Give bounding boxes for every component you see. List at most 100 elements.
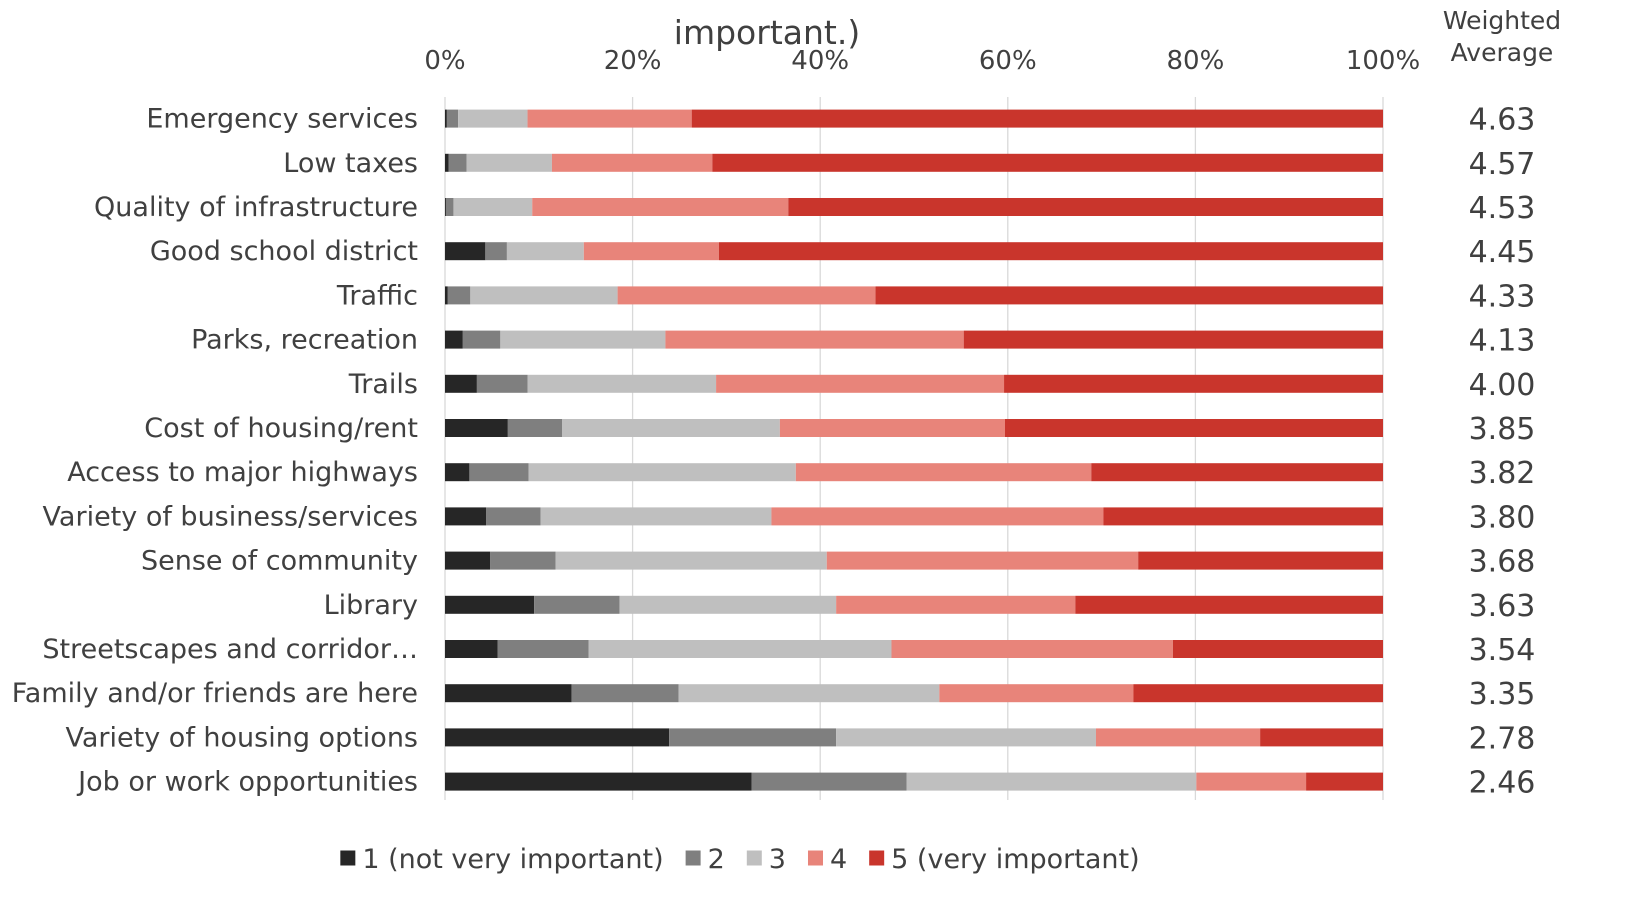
- bar-segment-3: [528, 463, 796, 482]
- category-label: Family and/or friends are here: [12, 678, 418, 709]
- bar-segment-2: [476, 374, 528, 393]
- bar-segment-1: [445, 595, 535, 614]
- x-tick-label: 0%: [424, 46, 465, 76]
- legend-label: 2: [708, 844, 725, 875]
- weighted-average-value: 2.46: [1469, 766, 1536, 801]
- bar-segment-5: [1075, 595, 1383, 614]
- bar-segment-1: [445, 330, 463, 349]
- bar-segment-2: [447, 286, 471, 305]
- bar-segment-3: [527, 374, 717, 393]
- bar-segment-3: [540, 507, 772, 526]
- bar-segment-5: [1172, 640, 1383, 658]
- category-label: Streetscapes and corridor…: [42, 634, 418, 665]
- bar-segment-4: [665, 330, 964, 349]
- weighted-average-value: 3.82: [1469, 456, 1536, 491]
- category-label: Good school district: [150, 236, 418, 267]
- category-label: Trails: [348, 369, 418, 400]
- weighted-average-value: 4.45: [1469, 235, 1536, 270]
- x-tick-label: 60%: [979, 46, 1037, 76]
- legend-item: 3: [746, 844, 786, 875]
- bar-segment-5: [963, 330, 1383, 349]
- category-label: Emergency services: [146, 104, 418, 135]
- bar-segment-2: [507, 419, 563, 437]
- category-label: Access to major highways: [67, 457, 418, 488]
- legend-item: 1 (not very important): [340, 844, 664, 875]
- weighted-average-value: 3.85: [1469, 412, 1536, 447]
- bar-segment-3: [458, 109, 528, 128]
- category-label: Cost of housing/rent: [144, 413, 418, 444]
- weighted-average-value: 4.13: [1469, 324, 1536, 359]
- category-label: Quality of infrastructure: [94, 192, 418, 223]
- bar-segment-3: [619, 595, 837, 614]
- bar-segment-4: [532, 198, 789, 216]
- bar-segment-2: [571, 684, 679, 703]
- bar-segment-4: [826, 551, 1139, 570]
- x-tick-label: 80%: [1167, 46, 1225, 76]
- legend-swatch: [685, 850, 701, 866]
- legend-item: 4: [807, 844, 847, 875]
- bar-segment-1: [445, 551, 491, 570]
- bar-segment-5: [691, 109, 1383, 128]
- bar-segment-1: [445, 728, 670, 747]
- bar-segment-4: [795, 463, 1092, 482]
- weighted-average-value: 3.63: [1469, 589, 1536, 624]
- bar-segment-5: [1138, 551, 1383, 570]
- bar-segment-4: [1095, 728, 1261, 747]
- weighted-average-header: Average: [1451, 38, 1554, 67]
- bar-segment-5: [1260, 728, 1383, 747]
- bar-segment-3: [555, 551, 827, 570]
- category-label: Parks, recreation: [191, 325, 418, 356]
- legend-label: 5 (very important): [891, 844, 1139, 875]
- legend-item: 5 (very important): [869, 844, 1140, 875]
- bar-segment-4: [939, 684, 1134, 703]
- bar-segment-1: [445, 772, 752, 791]
- category-label: Job or work opportunities: [76, 767, 418, 798]
- weighted-average-value: 3.54: [1469, 633, 1536, 668]
- weighted-average-header: Weighted: [1443, 6, 1561, 35]
- weighted-average-value: 3.80: [1469, 500, 1536, 535]
- bar-segment-1: [445, 153, 449, 172]
- bar-segment-4: [836, 595, 1076, 614]
- weighted-average-value: 3.35: [1469, 677, 1536, 712]
- bar-segment-3: [588, 640, 892, 658]
- bar-segment-4: [779, 419, 1005, 437]
- legend-swatch: [869, 850, 885, 866]
- bar-segment-2: [751, 772, 907, 791]
- category-label: Traffic: [336, 280, 418, 311]
- bar-segment-1: [445, 242, 486, 261]
- weighted-average-value: 4.53: [1469, 191, 1536, 226]
- bar-segment-4: [891, 640, 1173, 658]
- bar-segment-4: [583, 242, 719, 261]
- bar-segment-5: [1091, 463, 1383, 482]
- category-label: Sense of community: [141, 546, 418, 577]
- bar-segment-1: [445, 109, 447, 128]
- bar-segment-2: [448, 153, 467, 172]
- bar-segment-1: [445, 286, 448, 305]
- legend-swatch: [746, 850, 762, 866]
- bar-segment-5: [1004, 374, 1383, 393]
- bar-segment-4: [551, 153, 713, 172]
- bar-segment-3: [500, 330, 666, 349]
- bar-segment-2: [490, 551, 556, 570]
- bar-segment-3: [836, 728, 1096, 747]
- weighted-average-column: Weighted Average 4.63 4.57 4.53 4.45 4.33 4.13 4…: [1443, 6, 1561, 801]
- bar-segment-4: [617, 286, 876, 305]
- bar-segment-2: [669, 728, 837, 747]
- bar-segment-3: [506, 242, 584, 261]
- bar-segment-4: [771, 507, 1104, 526]
- bar-segment-5: [1306, 772, 1383, 791]
- bar-segment-1: [445, 198, 446, 216]
- bar-segment-2: [486, 507, 541, 526]
- bar-segment-1: [445, 463, 470, 482]
- x-tick-label: 20%: [604, 46, 662, 76]
- bar-segment-2: [469, 463, 529, 482]
- bar-segment-2: [485, 242, 507, 261]
- category-label: Variety of housing options: [66, 722, 418, 753]
- bar-segment-5: [712, 153, 1383, 172]
- bar-segment-1: [445, 419, 508, 437]
- weighted-average-value: 4.57: [1469, 147, 1536, 182]
- bar-segment-5: [788, 198, 1383, 216]
- bar-segment-5: [1133, 684, 1383, 703]
